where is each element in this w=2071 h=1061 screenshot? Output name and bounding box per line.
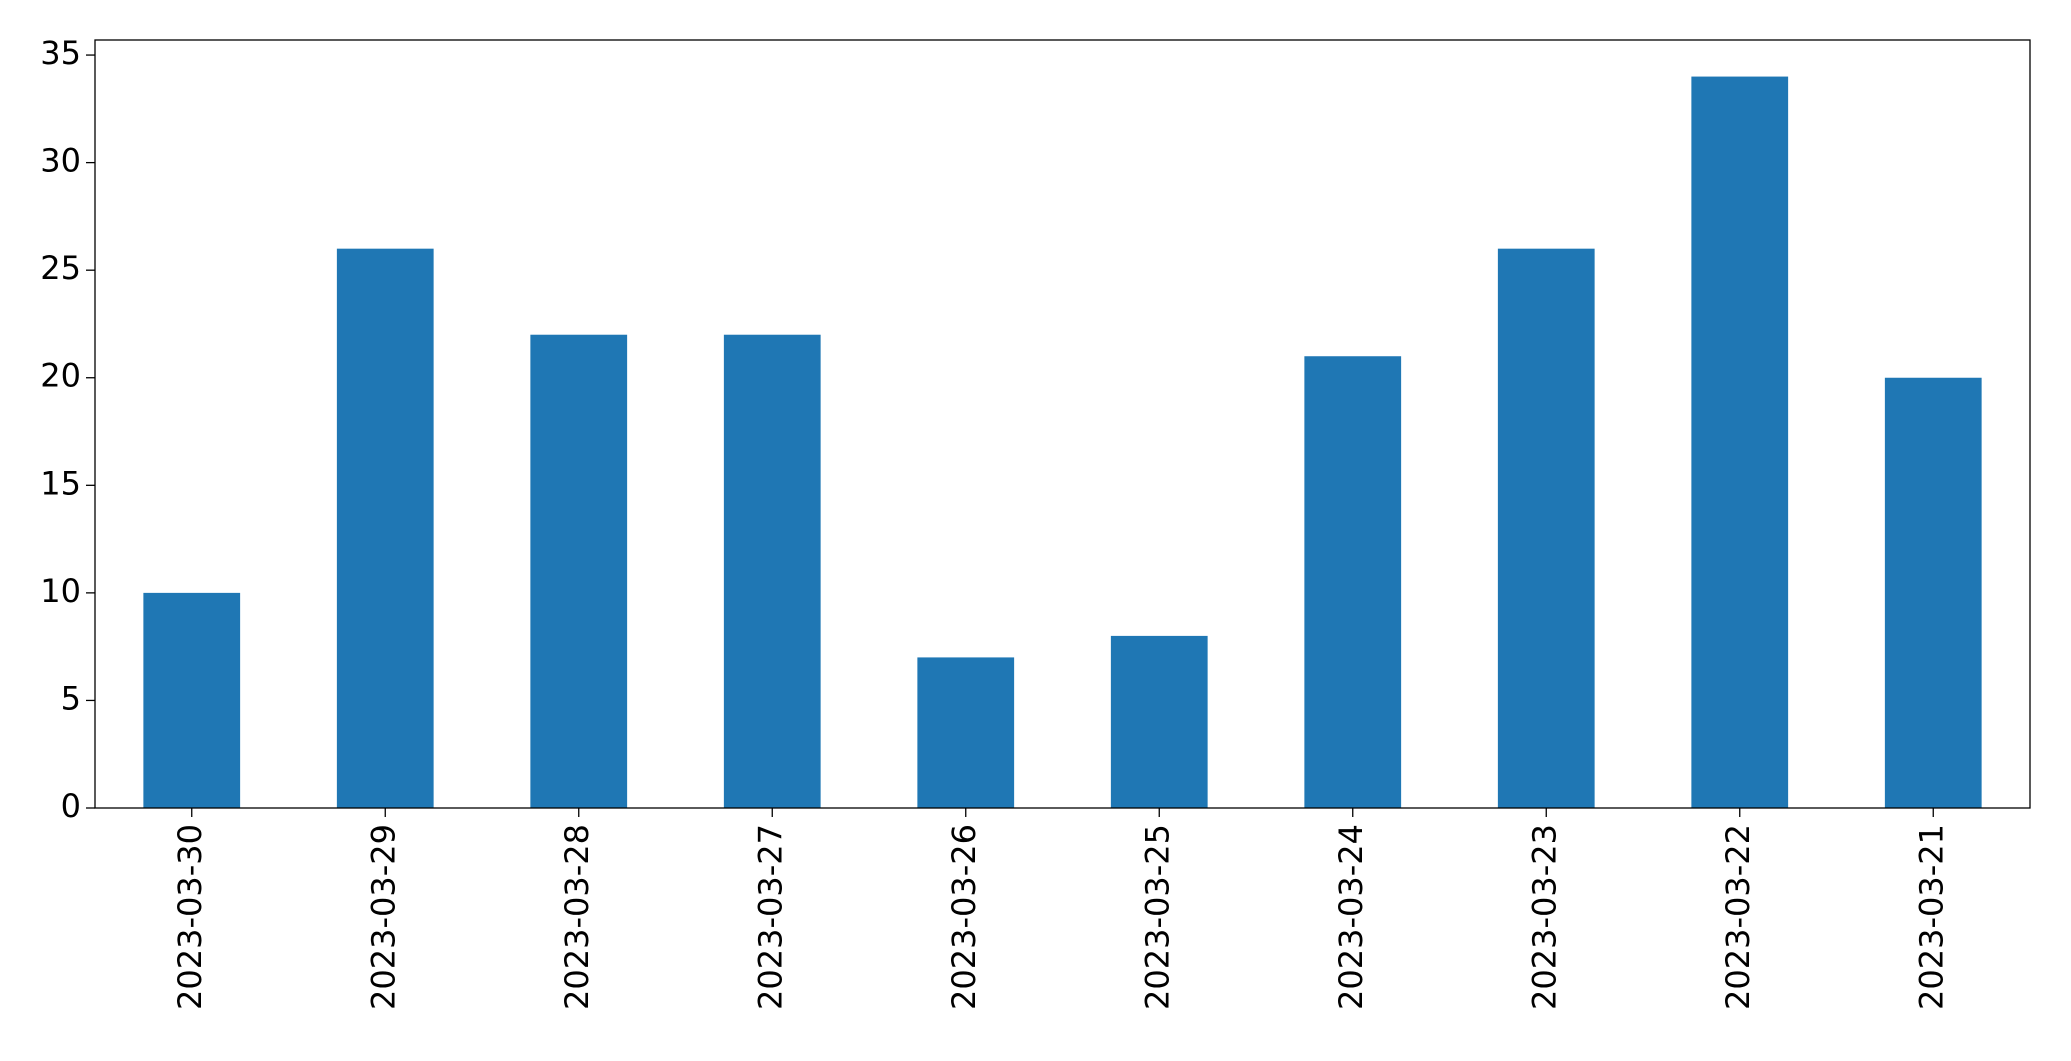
x-tick-label: 2023-03-28: [558, 824, 596, 1010]
x-tick-label: 2023-03-22: [1719, 824, 1757, 1010]
x-tick-label: 2023-03-21: [1912, 824, 1950, 1010]
bar: [530, 334, 628, 808]
x-tick-label: 2023-03-29: [364, 824, 402, 1010]
x-tick-label: 2023-03-26: [945, 824, 983, 1010]
x-tick-label: 2023-03-25: [1138, 824, 1176, 1010]
bar: [1304, 356, 1402, 808]
y-tick-label: 30: [40, 142, 81, 180]
bar: [336, 248, 434, 809]
bar: [723, 334, 821, 808]
y-tick-label: 25: [40, 249, 81, 287]
x-tick-label: 2023-03-24: [1332, 824, 1370, 1010]
x-tick-label: 2023-03-23: [1525, 824, 1563, 1010]
bar: [1110, 635, 1208, 808]
y-tick-label: 10: [40, 572, 81, 610]
plot-frame: [94, 39, 2031, 809]
bar: [917, 657, 1015, 808]
bar: [1497, 248, 1595, 809]
x-tick-label: 2023-03-27: [751, 824, 789, 1010]
y-tick-label: 0: [61, 787, 81, 825]
y-tick-label: 35: [40, 34, 81, 72]
bar: [143, 592, 241, 808]
y-tick-label: 20: [40, 357, 81, 395]
bar: [1884, 377, 1982, 808]
y-tick-label: 5: [61, 679, 81, 717]
y-tick-label: 15: [40, 464, 81, 502]
bar: [1691, 76, 1789, 809]
x-tick-label: 2023-03-30: [171, 824, 209, 1010]
